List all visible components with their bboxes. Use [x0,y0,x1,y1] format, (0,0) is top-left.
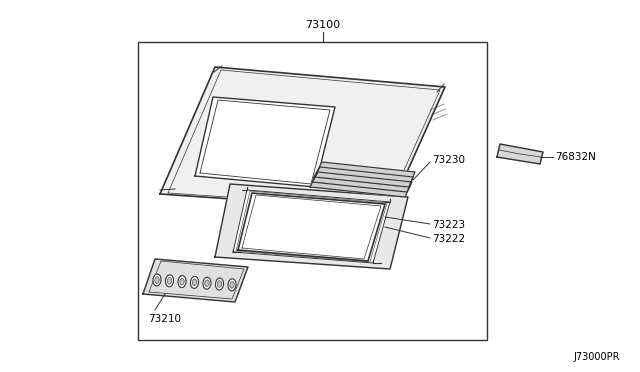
Polygon shape [233,190,390,263]
Ellipse shape [218,281,221,287]
Polygon shape [143,259,248,302]
Text: 73223: 73223 [432,220,465,230]
Bar [138,42,487,340]
Ellipse shape [228,279,236,291]
Polygon shape [195,97,335,187]
Polygon shape [497,144,543,164]
Text: 76832N: 76832N [555,152,596,162]
Polygon shape [314,162,415,187]
Polygon shape [215,184,408,269]
Ellipse shape [178,276,186,288]
Ellipse shape [205,280,209,286]
Text: 73222: 73222 [432,234,465,244]
Ellipse shape [230,282,234,288]
Ellipse shape [192,279,196,286]
Ellipse shape [180,278,184,285]
Ellipse shape [155,277,159,283]
Text: J73000PR: J73000PR [573,352,620,362]
Polygon shape [160,67,445,210]
Text: 73230: 73230 [432,155,465,165]
Ellipse shape [203,277,211,289]
Ellipse shape [191,276,198,288]
Ellipse shape [166,275,173,287]
Polygon shape [310,172,412,197]
Ellipse shape [216,278,223,290]
Ellipse shape [167,278,172,284]
Text: 73210: 73210 [148,314,181,324]
Ellipse shape [153,274,161,286]
Polygon shape [312,167,413,192]
Text: 73100: 73100 [305,20,340,30]
